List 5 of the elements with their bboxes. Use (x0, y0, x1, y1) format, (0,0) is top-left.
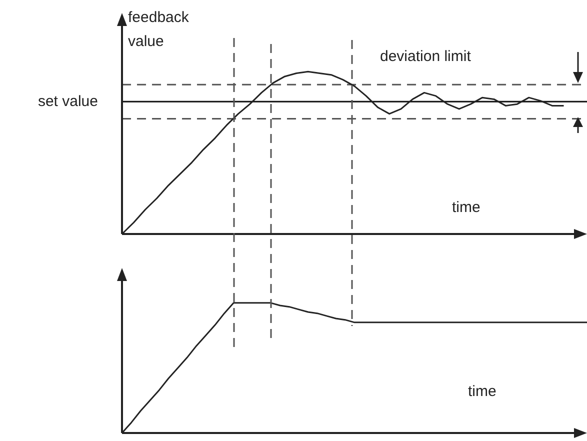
text: feedback value (128, 8, 190, 52)
text: deviation limit (380, 47, 471, 67)
annotation: time (452, 198, 480, 218)
series-label: set value (38, 92, 98, 110)
annotation: time (468, 382, 496, 402)
